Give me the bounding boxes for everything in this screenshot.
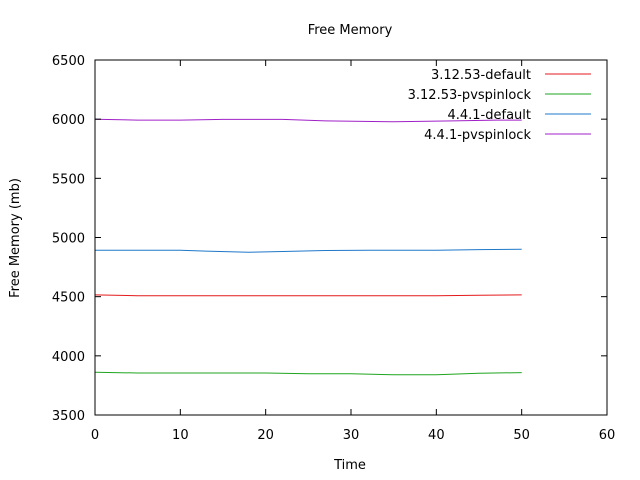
series-line-0 xyxy=(94,294,522,297)
series-layer xyxy=(94,118,522,376)
y-tick-label: 4500 xyxy=(52,291,85,306)
x-tick-label: 50 xyxy=(513,428,530,443)
series-line-2 xyxy=(95,248,522,253)
x-tick-label: 20 xyxy=(257,428,274,443)
y-tick-label: 5000 xyxy=(52,232,85,247)
y-axis-label: Free Memory (mb) xyxy=(8,178,23,298)
series-line-3 xyxy=(94,118,522,123)
y-tick-label: 5500 xyxy=(52,172,85,187)
series-line-1 xyxy=(94,371,522,376)
legend-label: 3.12.53-pvspinlock xyxy=(408,88,532,103)
y-tick-label: 6000 xyxy=(52,113,85,128)
y-tick-label: 3500 xyxy=(52,409,85,424)
y-tick-label: 4000 xyxy=(52,350,85,365)
legend: 3.12.53-default 3.12.53-pvspinlock 4.4.1-d… xyxy=(408,68,591,143)
plot-frame xyxy=(94,59,608,416)
x-tick-label: 60 xyxy=(599,428,616,443)
x-tick-label: 10 xyxy=(172,428,189,443)
x-axis-label: Time xyxy=(333,458,366,473)
x-tick-label: 40 xyxy=(428,428,445,443)
y-tick-label: 6500 xyxy=(52,54,85,69)
chart-title: Free Memory xyxy=(308,23,393,38)
legend-label: 3.12.53-default xyxy=(431,68,531,83)
x-tick-label: 0 xyxy=(91,428,99,443)
legend-label: 4.4.1-default xyxy=(447,108,531,123)
x-tick-label: 30 xyxy=(343,428,360,443)
legend-label: 4.4.1-pvspinlock xyxy=(424,128,531,143)
